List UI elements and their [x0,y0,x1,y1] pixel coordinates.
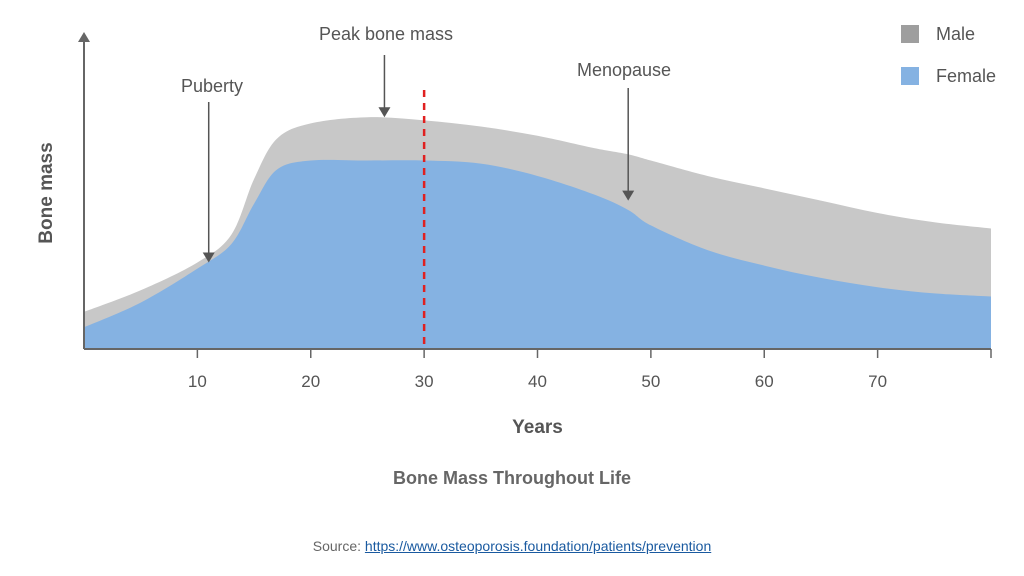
y-axis-title: Bone mass [36,142,57,243]
annotation-label: Menopause [577,60,671,80]
source-label: Source: [312,538,362,554]
x-tick-label: 70 [868,372,887,391]
annotation-label: Puberty [181,76,243,96]
area-female [84,159,991,349]
annotation-label: Peak bone mass [319,24,453,44]
x-tick-label: 10 [188,372,207,391]
x-tick-label: 30 [415,372,434,391]
x-tick-label: 60 [755,372,774,391]
x-tick-label: 50 [641,372,660,391]
legend-label-female: Female [936,66,996,86]
x-tick-label: 40 [528,372,547,391]
source-line: Source: https://www.osteoporosis.foundat… [0,538,1024,554]
source-link[interactable]: https://www.osteoporosis.foundation/pati… [364,538,712,554]
annotation-arrow-icon [378,107,391,118]
annotation-arrow-icon [202,252,215,263]
y-axis-arrow-icon [78,32,90,42]
chart-caption: Bone Mass Throughout Life [393,468,631,488]
bone-mass-chart: 10 20 30 40 50 60 70 Years Bone mass Puberty Peak … [36,24,996,438]
legend-label-male: Male [936,24,975,44]
x-axis-title: Years [512,417,563,438]
legend-swatch-female [901,67,919,85]
legend-swatch-male [901,25,919,43]
x-tick-label: 20 [301,372,320,391]
annotation-arrow-icon [622,190,635,201]
